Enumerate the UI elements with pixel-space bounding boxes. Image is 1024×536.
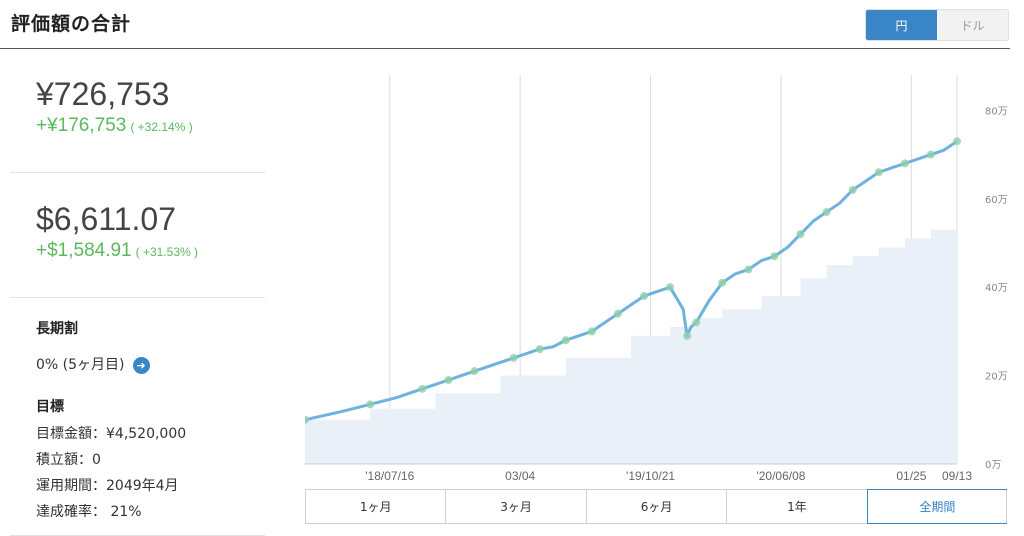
x-tick-label: 09/13: [942, 469, 972, 483]
valuation-point: [509, 353, 518, 362]
summary-panel: ¥726,753 +¥176,753( +32.14% ) $6,611.07 …: [10, 60, 265, 536]
valuation-point: [640, 292, 649, 301]
goal-probability: 達成確率： 21%: [36, 504, 142, 520]
x-tick-label: 01/25: [896, 469, 926, 483]
y-tick-label: 0万: [985, 460, 1001, 471]
range-button[interactable]: 1年: [727, 490, 868, 523]
y-tick-label: 80万: [985, 106, 1008, 117]
x-tick-label: '19/10/21: [626, 469, 675, 483]
range-button[interactable]: 3ヶ月: [446, 490, 587, 523]
jpy-value: ¥726,753: [36, 76, 170, 112]
jpy-gain-amount: +¥176,753: [36, 115, 127, 136]
valuation-point: [470, 367, 479, 376]
valuation-point: [848, 185, 857, 194]
range-button[interactable]: 1ヶ月: [306, 490, 447, 523]
jpy-gain-pct: ( +32.14% ): [130, 120, 193, 134]
long-term-title: 長期割: [36, 321, 78, 337]
valuation-point: [953, 137, 961, 146]
currency-usd-button[interactable]: ドル: [937, 10, 1008, 40]
valuation-point: [692, 318, 701, 327]
valuation-point: [926, 150, 935, 159]
usd-value: $6,611.07: [36, 201, 176, 237]
valuation-point: [561, 336, 570, 345]
valuation-point: [822, 208, 831, 217]
goal-target-amount: 目標金額：¥4,520,000: [36, 426, 187, 442]
valuation-point: [796, 230, 805, 239]
currency-toggle[interactable]: 円 ドル: [865, 9, 1009, 41]
valuation-point: [666, 283, 675, 292]
long-term-value: 0% (5ヶ月目): [36, 357, 125, 373]
valuation-chart: 0万 20万 40万 60万 80万 '18/07/16 03/04 '19/10/21 '20…: [305, 75, 1008, 483]
y-tick-label: 20万: [985, 372, 1008, 383]
range-button[interactable]: 全期間: [866, 489, 1008, 524]
valuation-point: [874, 168, 883, 177]
valuation-point: [418, 384, 427, 393]
goal-title: 目標: [36, 399, 64, 415]
valuation-point: [744, 265, 753, 274]
currency-yen-button[interactable]: 円: [866, 10, 937, 40]
arrow-right-icon[interactable]: ➔: [132, 356, 150, 374]
y-tick-label: 40万: [985, 283, 1008, 294]
range-button[interactable]: 6ヶ月: [587, 490, 728, 523]
valuation-point: [900, 159, 909, 168]
long-term-row: 0% (5ヶ月目) ➔: [36, 354, 265, 374]
valuation-point: [718, 278, 727, 287]
valuation-point: [444, 376, 453, 385]
valuation-point: [613, 309, 622, 318]
usd-gain-pct: ( +31.53% ): [135, 245, 198, 259]
divider: [10, 172, 265, 173]
goal-period: 運用期間：2049年4月: [36, 478, 179, 494]
x-tick-label: 03/04: [505, 469, 535, 483]
valuation-point: [535, 345, 544, 354]
valuation-line: [305, 140, 958, 422]
x-tick-label: '18/07/16: [365, 469, 414, 483]
usd-gain-amount: +$1,584.91: [36, 240, 132, 261]
jpy-gain: +¥176,753( +32.14% ): [36, 115, 265, 137]
x-tick-label: '20/06/08: [756, 469, 805, 483]
contribution-area: [305, 220, 957, 464]
divider: [10, 297, 265, 298]
y-tick-label: 60万: [985, 195, 1008, 206]
usd-gain: +$1,584.91( +31.53% ): [36, 240, 265, 262]
valuation-point: [366, 400, 375, 409]
page-title: 評価額の合計: [11, 13, 132, 35]
valuation-point: [587, 327, 596, 336]
valuation-point: [305, 415, 309, 424]
range-selector[interactable]: 1ヶ月 3ヶ月 6ヶ月 1年 全期間: [305, 489, 1008, 524]
valuation-point: [683, 331, 692, 340]
goal-contribution: 積立額：0: [36, 452, 101, 468]
page-header: 評価額の合計 円 ドル: [0, 0, 1010, 49]
valuation-point: [770, 252, 779, 261]
